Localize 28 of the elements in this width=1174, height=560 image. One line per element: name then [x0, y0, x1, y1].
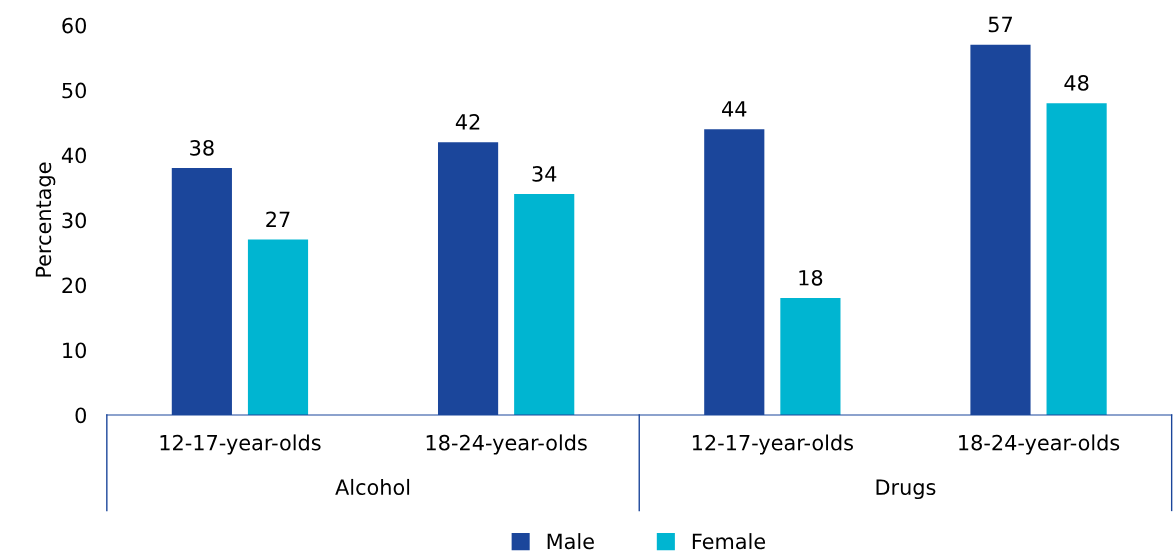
legend-label: Male	[547, 533, 594, 550]
x-tick-label: 12-17-year-olds	[160, 434, 321, 455]
x-tick-label: 18-24-year-olds	[959, 434, 1120, 455]
x-tick-label: 12-17-year-olds	[692, 434, 854, 455]
data-label: 18	[799, 269, 823, 286]
y-tick-label: 50	[62, 82, 87, 99]
text: Drugs	[876, 479, 936, 500]
y-tick-label: 60	[62, 17, 87, 34]
bar	[780, 298, 841, 415]
x-tick-label: 18-24-year-olds	[426, 434, 587, 455]
data-label: 38	[190, 139, 214, 156]
data-label: 44	[722, 101, 747, 117]
y-axis-title: Percentage	[35, 162, 56, 277]
bar	[1046, 103, 1107, 415]
y-tick-label: 10	[63, 342, 87, 359]
text: Alcohol	[335, 478, 410, 496]
data-label: 42	[455, 114, 480, 130]
data-label: 34	[532, 165, 557, 182]
data-label: 57	[988, 16, 1012, 33]
y-tick-label: 0	[75, 407, 87, 424]
bar	[514, 194, 575, 415]
data-label: 27	[266, 211, 290, 227]
y-tick-label: 30	[62, 212, 87, 229]
bar	[247, 239, 309, 415]
y-tick-label: 40	[61, 147, 87, 164]
y-tick-label: 20	[62, 277, 87, 294]
legend-label: Female	[692, 533, 766, 550]
data-label: 48	[1064, 75, 1089, 91]
